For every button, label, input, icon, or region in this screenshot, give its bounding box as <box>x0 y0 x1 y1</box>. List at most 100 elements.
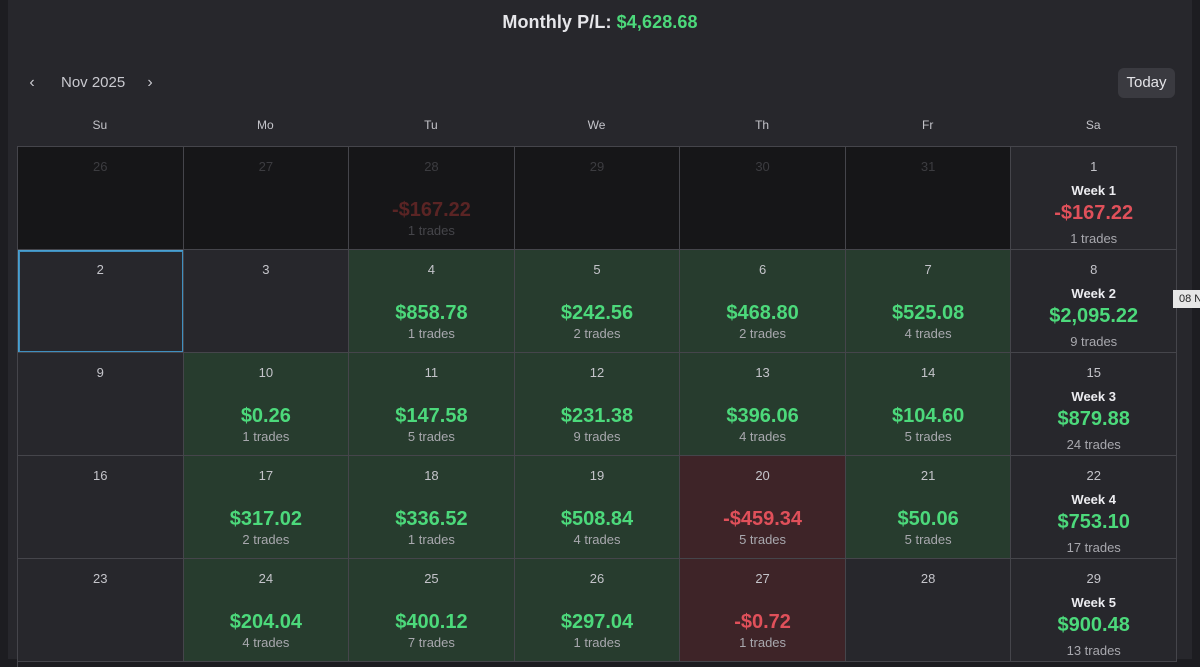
chevron-left-icon: ‹ <box>29 74 35 91</box>
day-pl-amount: $297.04 <box>560 611 634 633</box>
day-cell[interactable]: 27 <box>183 147 350 250</box>
day-pl-amount: $231.38 <box>560 405 634 427</box>
day-number: 3 <box>262 262 270 277</box>
day-number: 4 <box>427 262 436 277</box>
day-trade-count: 2 trades <box>573 326 621 341</box>
day-cell[interactable]: 28 -$167.22 1 trades <box>349 147 515 250</box>
day-pl-amount: $50.06 <box>897 508 959 530</box>
week-label: Week 1 <box>1071 183 1116 198</box>
day-cell[interactable]: 20 -$459.34 5 trades <box>680 456 846 559</box>
day-cell[interactable]: 10 $0.26 1 trades <box>183 353 350 456</box>
day-cell[interactable]: 27 -$0.72 1 trades <box>680 559 846 662</box>
day-number: 19 <box>589 468 605 483</box>
day-cell[interactable]: 26 <box>18 147 184 250</box>
day-cell[interactable]: 3 <box>183 250 350 353</box>
day-cell[interactable]: 5 $242.56 2 trades <box>514 250 681 353</box>
day-pl-amount: $242.56 <box>560 302 634 324</box>
day-cell[interactable]: 19 $508.84 4 trades <box>514 456 681 559</box>
day-cell[interactable]: 14 $104.60 5 trades <box>845 353 1012 456</box>
day-number: 28 <box>920 571 936 586</box>
day-number: 1 <box>1090 159 1098 174</box>
today-button[interactable]: Today <box>1118 68 1175 98</box>
week-pl-amount: $879.88 <box>1057 408 1130 430</box>
day-number: 10 <box>258 365 274 380</box>
day-cell[interactable]: 12 $231.38 9 trades <box>514 353 681 456</box>
day-number: 12 <box>589 365 605 380</box>
day-number: 28 <box>424 159 439 174</box>
day-cell[interactable]: 30 <box>680 147 846 250</box>
week-trade-count: 17 trades <box>1066 540 1121 555</box>
weekday-label: We <box>587 118 606 132</box>
day-pl-amount: -$167.22 <box>391 199 471 221</box>
day-number: 27 <box>258 159 274 174</box>
day-cell[interactable]: 28 <box>845 559 1012 662</box>
day-cell[interactable]: 24 $204.04 4 trades <box>183 559 350 662</box>
day-trade-count: 4 trades <box>573 532 621 547</box>
week-summary-cell[interactable]: 8 Week 2 $2,095.22 9 trades <box>1011 250 1177 353</box>
weekday-label: Th <box>755 118 770 132</box>
day-number: 14 <box>920 365 936 380</box>
month-label: Nov 2025 <box>61 74 126 91</box>
week-pl-amount: -$167.22 <box>1054 202 1134 224</box>
chevron-right-icon: › <box>147 74 153 91</box>
week-trade-count: 1 trades <box>1070 231 1118 246</box>
weekday-label: Mo <box>257 118 274 132</box>
day-cell[interactable]: 11 $147.58 5 trades <box>349 353 515 456</box>
day-number: 5 <box>593 262 601 277</box>
day-cell[interactable]: 13 $396.06 4 trades <box>680 353 846 456</box>
day-cell[interactable]: 9 <box>18 353 184 456</box>
day-trade-count: 1 trades <box>407 326 455 341</box>
day-pl-amount: $204.04 <box>229 611 302 633</box>
day-pl-amount: -$459.34 <box>723 508 803 530</box>
day-cell[interactable]: 26 $297.04 1 trades <box>514 559 681 662</box>
weekday-header-row: Su Mo Tu We Th Fr Sa <box>17 118 1176 136</box>
next-month-button[interactable]: › <box>137 70 163 96</box>
day-pl-amount: $468.80 <box>726 302 799 324</box>
day-cell[interactable]: 17 $317.02 2 trades <box>183 456 350 559</box>
day-cell[interactable]: 4 $858.78 1 trades <box>349 250 515 353</box>
day-number: 27 <box>755 571 770 586</box>
prev-month-button[interactable]: ‹ <box>19 70 45 96</box>
week-summary-cell[interactable]: 15 Week 3 $879.88 24 trades <box>1011 353 1177 456</box>
week-summary-cell[interactable]: 22 Week 4 $753.10 17 trades <box>1011 456 1177 559</box>
day-cell[interactable]: 16 <box>18 456 184 559</box>
week-pl-amount: $2,095.22 <box>1049 305 1139 327</box>
day-number: 29 <box>589 159 605 174</box>
day-cell[interactable]: 31 <box>845 147 1012 250</box>
day-cell[interactable]: 29 <box>514 147 681 250</box>
day-number: 26 <box>93 159 108 174</box>
day-cell[interactable]: 25 $400.12 7 trades <box>349 559 515 662</box>
day-trade-count: 5 trades <box>904 532 952 547</box>
monthly-pl-label: Monthly P/L: <box>502 12 612 32</box>
day-trade-count: 1 trades <box>573 635 621 650</box>
day-trade-count: 1 trades <box>739 635 787 650</box>
monthly-pl-header: Monthly P/L: $4,628.68 <box>0 12 1200 33</box>
monthly-pl-value: $4,628.68 <box>616 12 698 32</box>
week-pl-amount: $900.48 <box>1057 614 1130 636</box>
day-cell[interactable]: 21 $50.06 5 trades <box>845 456 1012 559</box>
day-trade-count: 1 trades <box>407 532 455 547</box>
week-label: Week 3 <box>1071 389 1116 404</box>
day-number: 26 <box>589 571 605 586</box>
calendar-grid: 26 27 28 -$167.22 1 trades 29 30 31 1 Week 1 -$167… <box>17 146 1177 667</box>
day-trade-count: 1 trades <box>407 223 455 238</box>
week-label: Week 4 <box>1071 492 1116 507</box>
day-cell[interactable]: 23 <box>18 559 184 662</box>
week-summary-cell[interactable]: 1 Week 1 -$167.22 1 trades <box>1011 147 1177 250</box>
day-cell[interactable]: 18 $336.52 1 trades <box>349 456 515 559</box>
day-pl-amount: $525.08 <box>891 302 965 324</box>
day-trade-count: 4 trades <box>904 326 952 341</box>
day-pl-amount: $336.52 <box>395 508 468 530</box>
day-cell[interactable]: 7 $525.08 4 trades <box>845 250 1012 353</box>
day-number: 15 <box>1086 365 1101 380</box>
day-number: 29 <box>1086 571 1101 586</box>
day-number: 22 <box>1086 468 1101 483</box>
week-pl-amount: $753.10 <box>1057 511 1130 533</box>
day-trade-count: 5 trades <box>739 532 787 547</box>
day-pl-amount: $104.60 <box>891 405 965 427</box>
week-summary-cell[interactable]: 29 Week 5 $900.48 13 trades <box>1011 559 1177 662</box>
day-trade-count: 4 trades <box>739 429 787 444</box>
day-cell[interactable]: 6 $468.80 2 trades <box>680 250 846 353</box>
day-trade-count: 1 trades <box>242 429 290 444</box>
day-cell[interactable]: 2 <box>18 250 184 353</box>
